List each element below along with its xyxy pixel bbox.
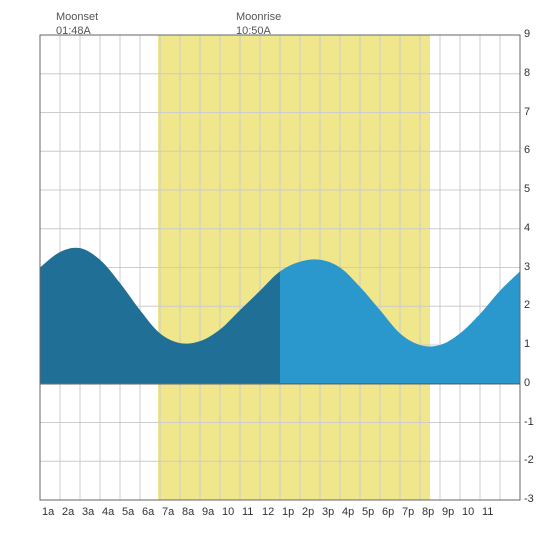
x-tick-label: 5p [362,506,374,518]
moonrise-label: Moonrise10:50A [236,10,281,39]
y-tick-label: 2 [524,299,530,311]
x-tick-label: 12 [262,506,274,518]
y-tick-label: -2 [524,454,534,466]
y-tick-label: 0 [524,377,530,389]
y-tick-label: -3 [524,493,534,505]
x-tick-label: 1a [42,506,54,518]
y-tick-label: 1 [524,338,530,350]
x-tick-label: 7p [402,506,414,518]
chart-svg [10,10,540,540]
y-tick-label: 5 [524,183,530,195]
y-tick-label: 3 [524,261,530,273]
x-tick-label: 9p [442,506,454,518]
y-tick-label: 4 [524,222,530,234]
x-tick-label: 4a [102,506,114,518]
x-tick-label: 2a [62,506,74,518]
x-tick-label: 7a [162,506,174,518]
x-tick-label: 10 [462,506,474,518]
x-tick-label: 8a [182,506,194,518]
x-tick-label: 10 [222,506,234,518]
x-tick-label: 6p [382,506,394,518]
y-tick-label: 8 [524,67,530,79]
moonset-title: Moonset [56,10,98,24]
y-tick-label: 9 [524,28,530,40]
moonrise-title: Moonrise [236,10,281,24]
y-tick-label: -1 [524,416,534,428]
moonset-label: Moonset01:48A [56,10,98,39]
x-tick-label: 1p [282,506,294,518]
y-tick-label: 6 [524,144,530,156]
x-tick-label: 8p [422,506,434,518]
x-tick-label: 5a [122,506,134,518]
x-tick-label: 11 [482,506,493,518]
x-tick-label: 2p [302,506,314,518]
x-tick-label: 11 [242,506,253,518]
x-tick-label: 3a [82,506,94,518]
x-tick-label: 6a [142,506,154,518]
x-tick-label: 3p [322,506,334,518]
x-tick-label: 9a [202,506,214,518]
moonset-time: 01:48A [56,24,98,38]
y-tick-label: 7 [524,106,530,118]
x-tick-label: 4p [342,506,354,518]
tide-chart: -3-2-101234567891a2a3a4a5a6a7a8a9a101112… [10,10,540,540]
moonrise-time: 10:50A [236,24,281,38]
